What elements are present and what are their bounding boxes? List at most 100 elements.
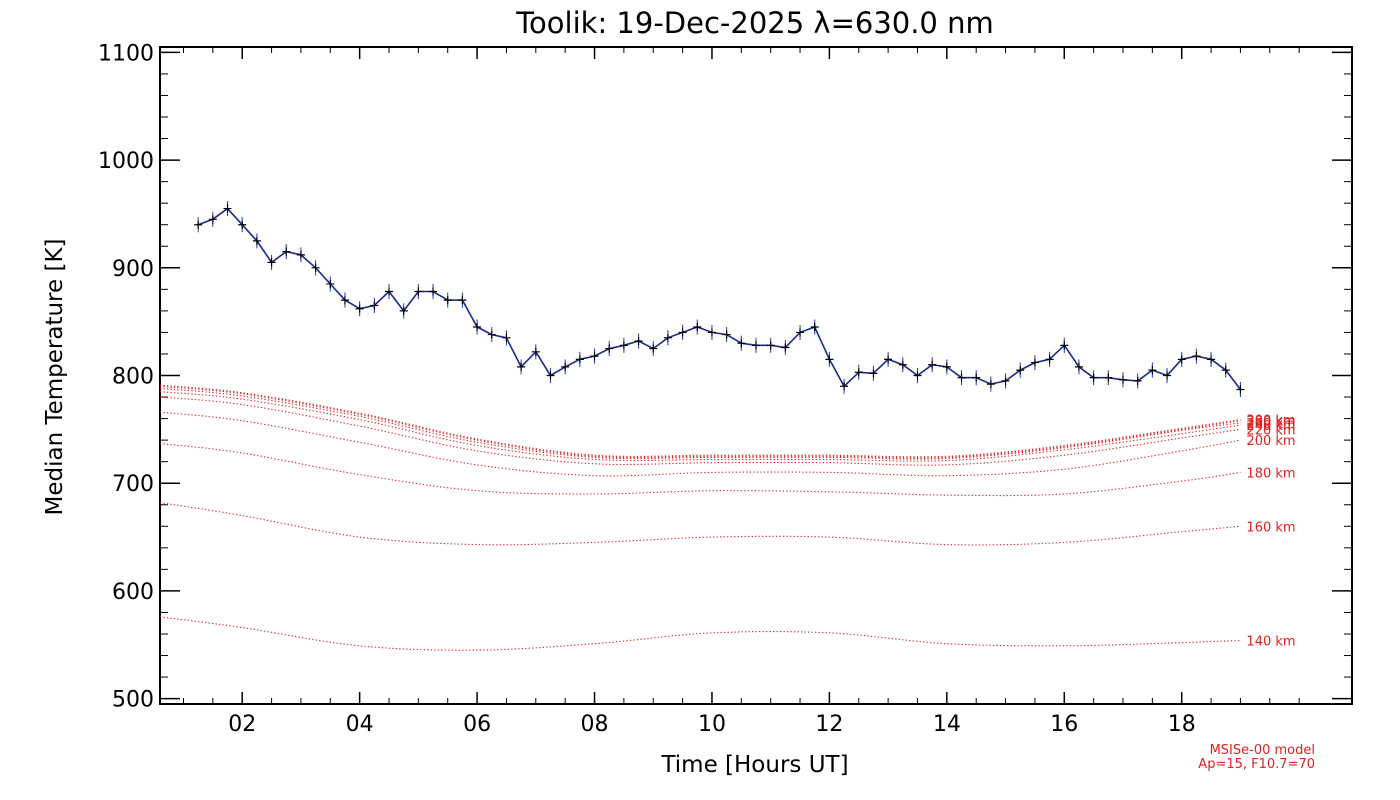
chart-title: Toolik: 19-Dec-2025 λ=630.0 nm [515,6,993,40]
data-point [972,373,981,382]
data-point [854,368,863,377]
data-point [238,220,247,229]
y-axis-label: Median Temperature [K] [42,239,68,516]
data-point [678,328,687,337]
x-tick-label: 04 [346,712,374,737]
model-curve [159,384,1241,458]
data-point [693,323,702,332]
data-point [634,337,643,346]
data-point [267,258,276,267]
data-point [311,263,320,272]
data-point [340,296,349,305]
data-point [399,306,408,315]
model-curve [159,411,1241,477]
model-curve-label: 260 km [1246,417,1295,432]
data-point [810,323,819,332]
data-point [1060,341,1069,350]
data-point [487,330,496,339]
data-point [1236,385,1245,394]
data-point [1163,371,1172,380]
model-curve [159,387,1241,460]
data-point [957,373,966,382]
data-point [1221,366,1230,375]
data-point [531,347,540,356]
model-curve-label: 240 km [1246,419,1295,434]
data-point [414,287,423,296]
data-point [223,204,232,213]
data-point [1133,376,1142,385]
data-point [796,328,805,337]
model-curve-label: 280 km [1246,415,1295,430]
data-point [355,304,364,313]
x-tick-label: 02 [228,712,256,737]
data-point [194,220,203,229]
data-point [252,236,261,245]
data-point [649,344,658,353]
data-point [575,355,584,364]
data-point [282,247,291,256]
model-curve [159,391,1241,462]
data-point [766,341,775,350]
measurement-line [197,207,1242,390]
model-curve-label: 140 km [1246,634,1295,649]
x-tick-label: 12 [815,712,843,737]
data-point [370,301,379,310]
data-point [913,371,922,380]
data-point [1119,375,1127,384]
x-tick-label: 18 [1168,712,1196,737]
data-point [942,362,951,371]
data-point [663,333,672,342]
model-params: Ap=15, F10.7=70 [1198,757,1315,772]
data-point [722,330,731,339]
model-curve [159,616,1241,651]
data-point [840,382,849,391]
data-point [590,352,599,361]
data-point [443,296,452,305]
model-curve [159,442,1241,497]
data-point [898,360,907,369]
x-tick-label: 16 [1050,712,1078,737]
data-point [752,341,760,350]
x-tick-label: 14 [933,712,961,737]
data-point [561,362,570,371]
model-curve [159,385,1241,459]
data-point [928,360,937,369]
data-point [986,380,995,389]
x-tick-label: 08 [581,712,609,737]
data-point [326,279,335,288]
data-point [296,250,305,259]
model-label: MSISe-00 model [1210,743,1315,758]
y-tick-label: 900 [112,257,154,282]
axes: 02 04 06 08 10 12 14 16 18 500 600 700 800 900 1000 110… [98,41,1352,737]
data-point [605,344,614,353]
data-point [707,328,716,337]
data-point [781,343,790,352]
model-curve-label: 200 km [1246,434,1295,449]
data-point [385,287,394,296]
x-tick-label: 10 [698,712,726,737]
model-curve [159,502,1241,546]
y-tick-label: 1000 [98,149,154,174]
x-tick-label: 06 [463,712,491,737]
data-point [517,362,526,371]
data-point [208,215,217,224]
y-tick-label: 600 [112,580,154,605]
data-point [884,355,893,364]
data-point [546,371,555,380]
model-curve [159,396,1241,466]
data-point [1001,376,1010,385]
model-curve-label: 160 km [1246,520,1295,535]
data-point [1192,352,1201,361]
model-curve-label: 220 km [1246,423,1295,438]
measurement-series [194,201,1245,398]
data-point [1104,373,1113,382]
x-axis-label: Time [Hours UT] [660,752,848,778]
data-point [1177,355,1186,364]
data-point [619,341,628,350]
data-point [825,355,834,364]
y-tick-label: 500 [112,688,154,713]
data-point [1148,366,1157,375]
data-point [1207,355,1216,364]
